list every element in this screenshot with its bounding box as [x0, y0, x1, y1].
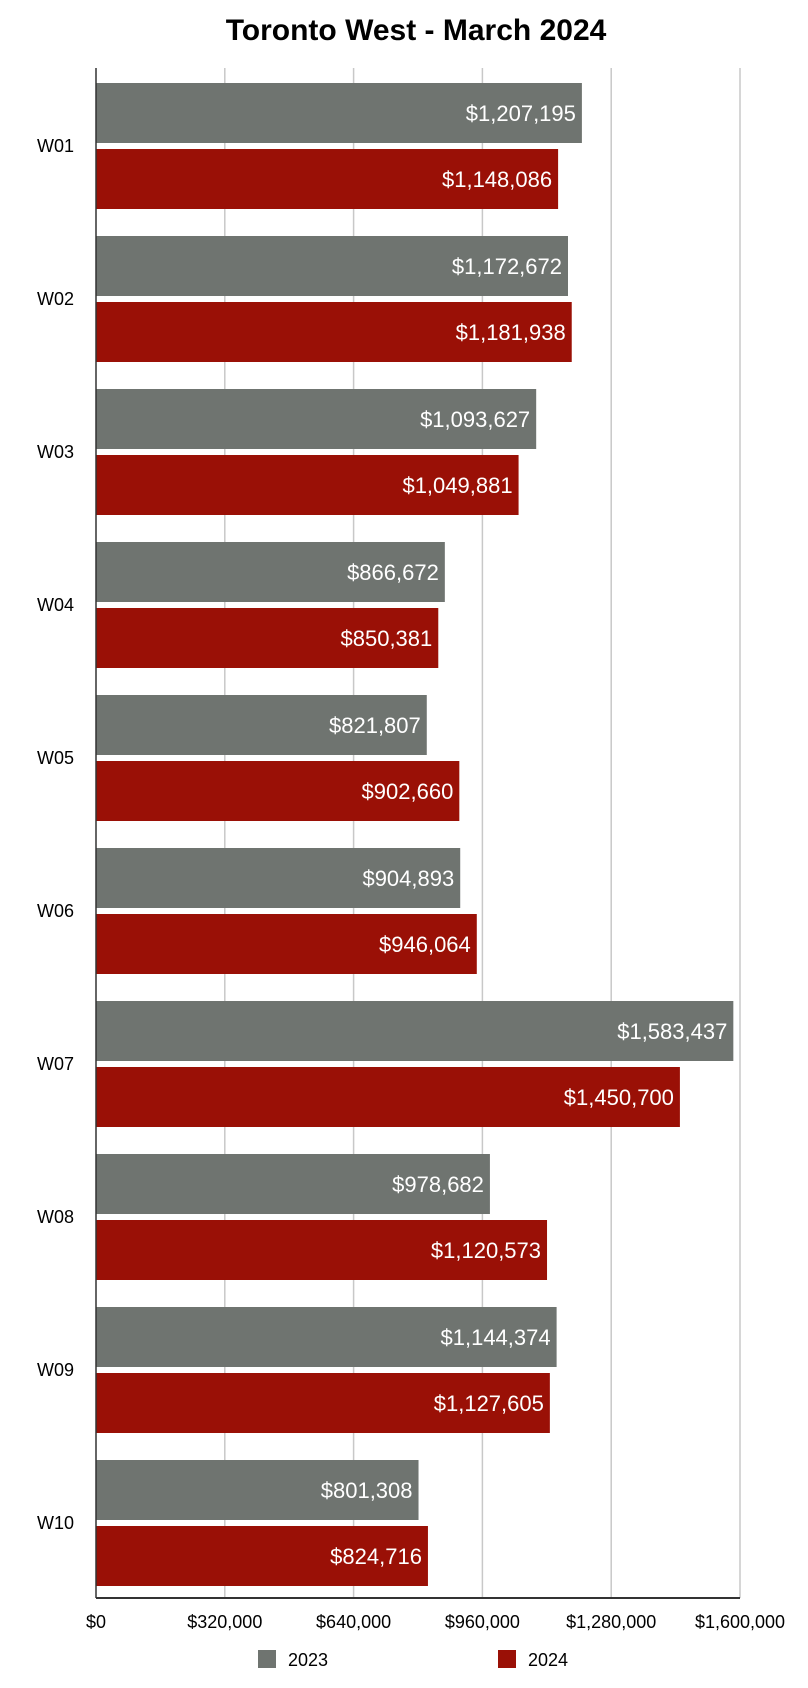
chart-title: Toronto West - March 2024 — [226, 14, 607, 47]
bar-2023-w06 — [96, 848, 461, 908]
category-label: W06 — [37, 901, 74, 921]
category-label: W03 — [37, 442, 74, 462]
legend-label: 2024 — [528, 1650, 568, 1670]
data-label: $1,148,086 — [442, 167, 552, 192]
x-tick-label: $1,280,000 — [566, 1612, 656, 1632]
category-label: W07 — [37, 1054, 74, 1074]
data-label: $824,716 — [330, 1544, 422, 1569]
bar-2024-w05 — [96, 761, 460, 821]
x-tick-label: $0 — [86, 1612, 106, 1632]
data-label: $801,308 — [321, 1478, 413, 1503]
bar-2024-w01 — [96, 149, 559, 209]
data-label: $1,181,938 — [456, 320, 566, 345]
data-label: $1,450,700 — [564, 1085, 674, 1110]
bar-2023-w10 — [96, 1460, 419, 1520]
x-tick-label: $1,600,000 — [695, 1612, 785, 1632]
bar-2024-w03 — [96, 455, 519, 515]
bars: $1,207,195 $1,148,086 $1,172,672 $1,181,938… — [96, 83, 734, 1586]
data-label: $902,660 — [362, 779, 454, 804]
data-label: $821,807 — [329, 713, 421, 738]
legend-swatch-2024 — [498, 1650, 516, 1668]
bar-2023-w04 — [96, 542, 445, 602]
bar-2024-w09 — [96, 1373, 550, 1433]
bar-2024-w10 — [96, 1526, 428, 1586]
data-label: $946,064 — [379, 932, 471, 957]
bar-2023-w07 — [96, 1001, 734, 1061]
bar-2024-w02 — [96, 302, 572, 362]
data-label: $1,207,195 — [466, 101, 576, 126]
data-label: $1,120,573 — [431, 1238, 541, 1263]
category-label: W09 — [37, 1360, 74, 1380]
bar-2024-w04 — [96, 608, 439, 668]
x-tick-label: $320,000 — [187, 1612, 262, 1632]
bar-2023-w01 — [96, 83, 582, 143]
category-label: W04 — [37, 595, 74, 615]
category-label: W02 — [37, 289, 74, 309]
data-label: $866,672 — [347, 560, 439, 585]
gridlines — [224, 68, 741, 1598]
bar-2024-w08 — [96, 1220, 548, 1280]
data-label: $904,893 — [362, 866, 454, 891]
data-label: $1,127,605 — [434, 1391, 544, 1416]
data-label: $850,381 — [341, 626, 433, 651]
bar-2023-w02 — [96, 236, 569, 296]
data-label: $1,144,374 — [441, 1325, 551, 1350]
x-tick-label: $640,000 — [316, 1612, 391, 1632]
data-label: $1,049,881 — [402, 473, 512, 498]
category-label: W01 — [37, 136, 74, 156]
axes: $0 $320,000 $640,000 $960,000 $1,280,000 $1,6… — [37, 68, 785, 1632]
data-label: $978,682 — [392, 1172, 484, 1197]
bar-2024-w07 — [96, 1067, 680, 1127]
data-label: $1,172,672 — [452, 254, 562, 279]
data-label: $1,093,627 — [420, 407, 530, 432]
bar-2023-w03 — [96, 389, 537, 449]
x-tick-label: $960,000 — [445, 1612, 520, 1632]
legend: 2023 2024 — [258, 1650, 568, 1670]
legend-label: 2023 — [288, 1650, 328, 1670]
data-label: $1,583,437 — [617, 1019, 727, 1044]
bar-2024-w06 — [96, 914, 477, 974]
category-label: W08 — [37, 1207, 74, 1227]
legend-swatch-2023 — [258, 1650, 276, 1668]
category-label: W05 — [37, 748, 74, 768]
bar-2023-w09 — [96, 1307, 557, 1367]
bar-2023-w05 — [96, 695, 427, 755]
bar-2023-w08 — [96, 1154, 490, 1214]
category-label: W10 — [37, 1513, 74, 1533]
